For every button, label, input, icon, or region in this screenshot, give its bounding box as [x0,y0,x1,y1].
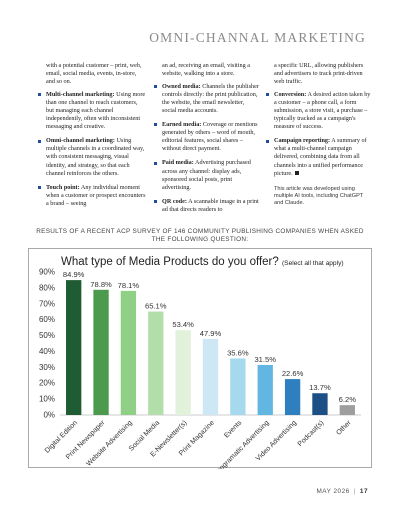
article-column-1: with a potential customer – print, web, … [38,62,146,214]
data-label: 31.5% [254,355,276,364]
bar [148,311,164,415]
survey-caption: RESULTS OF A RECENT ACP SURVEY OF 146 CO… [36,228,364,243]
bar [202,338,219,415]
glossary-definition: Channels the publisher controls directly… [162,82,259,114]
glossary-term: Omni-channel marketing: [46,137,115,145]
data-label: 84.9% [63,270,85,279]
survey-chart: What type of Media Products do you offer… [28,248,372,469]
y-tick-label: 90% [39,268,55,277]
x-tick-label: Other [335,419,353,437]
glossary-definition: Coverage or mentions generated by others… [162,121,258,153]
chart-title-text: What type of Media Products do you offer… [61,256,279,268]
bar [230,358,246,415]
glossary-item: QR code: A scannable image in a print ad… [154,198,260,214]
data-label: 47.9% [200,329,222,338]
end-of-article-mark [294,170,299,175]
bar [175,330,191,415]
glossary-term: Multi-channel marketing: [46,90,115,98]
glossary-definition: Any individual moment when a customer or… [46,183,146,207]
article-column-3: a specific URL, allowing publishers and … [266,62,372,207]
x-tick-label: Website Advertising [85,419,133,467]
bar [312,393,328,415]
glossary-term: QR code: [162,197,187,205]
column-intro: a specific URL, allowing publishers and … [274,62,364,86]
data-label: 35.6% [227,348,249,357]
glossary-definition: Using more than one channel to reach cus… [46,90,146,131]
glossary-term: Paid media: [162,159,194,167]
glossary-item: Earned media: Coverage or mentions gener… [154,121,260,153]
bar [120,290,137,415]
y-tick-label: 40% [39,347,55,356]
x-tick-label: Podcast(s) [297,419,326,448]
glossary-definition: Advertising purchased across any channel… [162,159,251,191]
glossary-term: Owned media: [162,82,201,90]
glossary-definition: A summary of what a multi-channel campai… [274,137,367,177]
chart-title: What type of Media Products do you offer… [61,256,344,268]
glossary-item: Touch point: Any individual moment when … [38,184,146,208]
y-tick-label: 30% [39,363,55,372]
bar [93,289,109,415]
column-intro: an ad, receiving an email, visiting a we… [162,62,250,78]
glossary-item: Campaign reporting: A summary of what a … [266,137,372,177]
x-tick-label: Programatic Advertising [213,419,270,469]
glossary-term: Campaign reporting: [274,137,331,145]
y-tick-label: 50% [39,331,55,340]
ai-disclosure-note: This article was developed using multipl… [274,185,364,206]
column-intro: with a potential customer – print, web, … [46,62,142,86]
glossary-term: Earned media: [162,121,202,129]
glossary-item: Owned media: Channels the publisher cont… [154,83,260,115]
data-label: 65.1% [145,302,167,311]
glossary-item: Multi-channel marketing: Using more than… [38,91,146,131]
glossary-term: Touch point: [46,183,80,191]
data-label: 22.6% [282,369,304,378]
bar [66,280,82,415]
bar [339,405,355,415]
footer-separator: | [353,488,356,495]
data-label: 53.4% [172,320,194,329]
y-tick-label: 0% [43,411,55,420]
glossary-item: Omni-channel marketing: Using multiple c… [38,137,146,177]
x-tick-label: Events [223,419,243,439]
data-label: 6.2% [339,395,357,404]
page-footer: MAY 2026 | 17 [316,488,368,495]
chart-subtitle: (Select all that apply) [281,260,344,267]
article-column-2: an ad, receiving an email, visiting a we… [154,62,260,220]
bar-chart: 0%10%20%30%40%50%60%70%80%90% 84.9%Digita… [39,268,361,469]
glossary-item: Conversion: A desired action taken by a … [266,91,372,131]
y-tick-label: 60% [39,315,55,324]
glossary-definition: A desired action taken by a customer – a… [274,90,371,131]
y-tick-label: 10% [39,395,55,404]
running-head: OMNI-CHANNAL MARKETING [149,30,366,45]
data-label: 78.8% [90,280,112,289]
data-label: 78.1% [118,281,140,290]
bar [284,379,301,415]
y-tick-label: 70% [39,299,55,308]
page-number: 17 [359,488,368,495]
bar [257,364,273,415]
y-tick-label: 80% [39,283,55,292]
glossary-definition: Using multiple channels in a coordinated… [46,137,145,177]
y-tick-label: 20% [39,379,55,388]
glossary-item: Paid media: Advertising purchased across… [154,159,260,191]
data-label: 13.7% [309,383,331,392]
issue-date: MAY 2026 [316,488,350,495]
glossary-definition: A scannable image in a print ad that dir… [162,197,259,213]
glossary-term: Conversion: [274,90,307,98]
